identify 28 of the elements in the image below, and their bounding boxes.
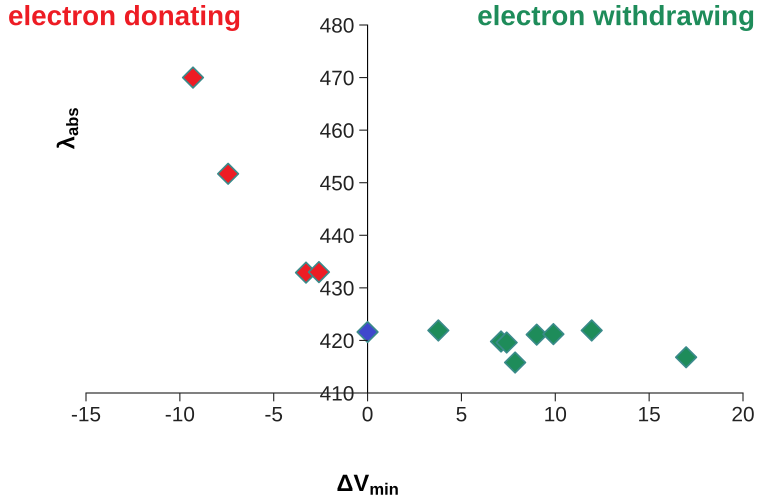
y-tick-label: 450 [320, 176, 354, 190]
x-axis-title: ΔV$_{min}$ [337, 474, 398, 495]
point [216, 162, 240, 185]
x-tick-label: -5 [265, 406, 282, 422]
annotation: electron donating [9, 4, 240, 32]
point [542, 322, 565, 346]
point [674, 346, 698, 368]
y-tick-label: 440 [320, 228, 354, 244]
x-tick-label: 20 [732, 406, 754, 422]
point [356, 320, 379, 344]
x-tick-label: -15 [72, 406, 100, 422]
point [182, 66, 204, 89]
y-tick-label: 460 [320, 123, 354, 138]
x-tick-label: 0 [362, 406, 373, 422]
point [504, 351, 526, 374]
y-tick-label: 470 [320, 70, 354, 86]
y-tick-label: 420 [320, 333, 354, 348]
y-axis-title: λ$_{abs}$ [56, 108, 78, 150]
x-tick-label: 5 [456, 406, 466, 422]
point [427, 319, 450, 342]
x-tick-label: 10 [545, 406, 566, 422]
y-tick-label: 480 [320, 18, 354, 33]
x-tick-label: 15 [639, 406, 660, 422]
point [580, 319, 603, 342]
y-tick-label: 430 [320, 280, 354, 296]
x-tick-label: -10 [166, 406, 194, 422]
point [496, 331, 518, 354]
annotation: electron withdrawing [478, 4, 754, 32]
